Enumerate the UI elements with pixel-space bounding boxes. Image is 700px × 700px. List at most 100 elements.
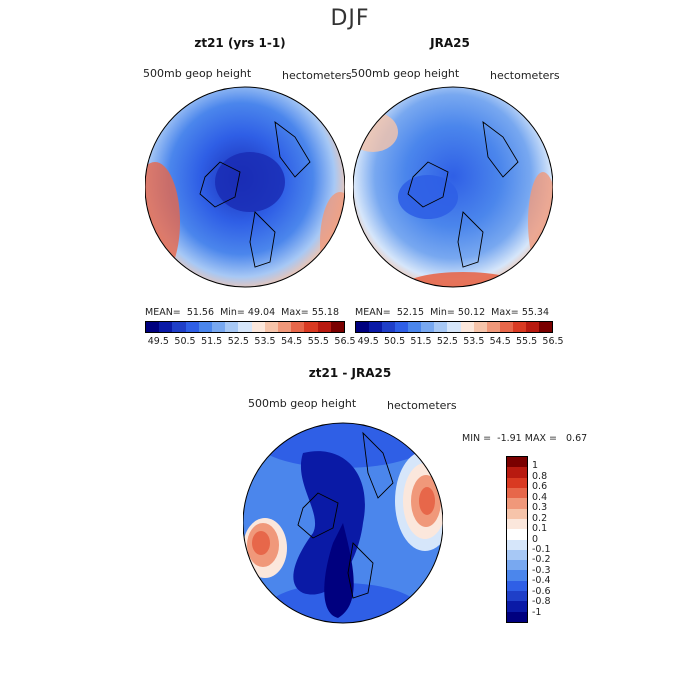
- colorbar-segment: [278, 322, 292, 332]
- panel-stats-reference: MEAN= 52.15 Min= 50.12 Max= 55.34: [355, 307, 549, 318]
- colorbar-tick-label: 54.5: [489, 336, 511, 347]
- max-value: 0.67: [566, 433, 588, 444]
- colorbar-segment: [238, 322, 252, 332]
- min-label: Min=: [430, 307, 455, 318]
- colorbar-segment: [330, 322, 345, 332]
- colorbar-tick-label: 50.5: [174, 336, 196, 347]
- colorbar-segment: [507, 560, 527, 571]
- colorbar-segment: [198, 322, 213, 332]
- colorbar-segment: [507, 529, 527, 540]
- colorbar-tick-label: 55.5: [307, 336, 329, 347]
- max-label: Max=: [491, 307, 519, 318]
- max-value: 55.34: [521, 307, 550, 318]
- figure-title: DJF: [330, 6, 370, 31]
- polar-map-model: [145, 86, 345, 288]
- colorbar-tick-label: 56.5: [542, 336, 564, 347]
- colorbar-segment: [185, 322, 199, 332]
- colorbar-tick-label: 56.5: [334, 336, 356, 347]
- colorbar-segment: [507, 487, 527, 499]
- colorbar-segment: [317, 322, 331, 332]
- colorbar-segment: [447, 322, 461, 332]
- colorbar-segment: [172, 322, 186, 332]
- colorbar-difference: [506, 456, 528, 623]
- colorbar-tick-label: 53.5: [463, 336, 485, 347]
- colorbar-segment: [395, 322, 409, 332]
- panel-stats-model: MEAN= 51.56 Min= 49.04 Max= 55.18: [145, 307, 339, 318]
- min-value: 49.04: [247, 307, 276, 318]
- colorbar-tick-label: -0.4: [532, 575, 551, 587]
- colorbar-segment: [291, 322, 305, 332]
- min-label: Min=: [220, 307, 245, 318]
- colorbar-segment: [499, 322, 513, 332]
- colorbar-segment: [225, 322, 239, 332]
- panel-title-difference: zt21 - JRA25: [308, 366, 392, 380]
- mean-label: MEAN=: [355, 307, 391, 318]
- colorbar-tick-label: 0.1: [532, 523, 548, 535]
- colorbar-segment: [473, 322, 487, 332]
- min-value: -1.91: [497, 433, 522, 444]
- colorbar-segment: [507, 477, 527, 488]
- colorbar-tick-label: 49.5: [147, 336, 169, 347]
- polar-map-reference: [353, 86, 553, 288]
- panel-title-model: zt21 (yrs 1-1): [194, 36, 286, 50]
- colorbar-segment: [507, 467, 527, 478]
- colorbar-segment: [507, 508, 527, 519]
- colorbar-segment: [507, 570, 527, 581]
- colorbar-tick-label: 0.4: [532, 491, 548, 503]
- mean-value: 51.56: [186, 307, 215, 318]
- colorbar-model: [145, 321, 345, 333]
- colorbar-segment: [507, 580, 527, 592]
- colorbar-tick-label: 54.5: [281, 336, 303, 347]
- colorbar-tick-label: 0: [532, 533, 539, 545]
- min-value: 50.12: [457, 307, 486, 318]
- colorbar-tick-label: -0.2: [532, 554, 551, 566]
- colorbar-segment: [212, 322, 226, 332]
- colorbar-tick-label: 0.6: [532, 481, 548, 493]
- colorbar-segment: [507, 591, 527, 602]
- panel-title-reference: JRA25: [430, 36, 470, 50]
- panel-variable-label: 500mb geop height: [351, 67, 460, 80]
- colorbar-tick-label: 0.2: [532, 512, 548, 524]
- colorbar-tick-label: -1: [532, 606, 542, 618]
- max-value: 55.18: [311, 307, 340, 318]
- colorbar-segment: [159, 322, 173, 332]
- colorbar-tick-label: 55.5: [516, 336, 538, 347]
- colorbar-segment: [146, 322, 160, 332]
- max-label: Max=: [281, 307, 309, 318]
- colorbar-tick-label: 51.5: [201, 336, 223, 347]
- colorbar-segment: [525, 322, 539, 332]
- min-label: MIN =: [462, 433, 492, 444]
- polar-map-difference: [243, 422, 443, 624]
- colorbar-tick-label: 50.5: [384, 336, 406, 347]
- colorbar-segment: [304, 322, 318, 332]
- colorbar-tick-label: 1: [532, 460, 539, 472]
- colorbar-segment: [507, 457, 527, 468]
- panel-variable-label: 500mb geop height: [143, 67, 252, 80]
- mean-label: MEAN=: [145, 307, 181, 318]
- colorbar-tick-label: -0.8: [532, 596, 551, 608]
- panel-variable-label: 500mb geop height: [248, 397, 357, 410]
- colorbar-segment: [486, 322, 500, 332]
- colorbar-segment: [434, 322, 448, 332]
- colorbar-ticks-model: 49.5 50.5 51.5 52.5 53.5 54.5 55.5 56.5: [145, 336, 356, 348]
- colorbar-tick-label: 49.5: [357, 336, 379, 347]
- colorbar-segment: [507, 611, 527, 622]
- colorbar-segment: [460, 322, 474, 332]
- colorbar-tick-label: 52.5: [227, 336, 249, 347]
- colorbar-segment: [507, 549, 527, 561]
- colorbar-tick-label: 0.8: [532, 470, 548, 482]
- panel-units-label: hectometers: [490, 69, 560, 82]
- panel-units-label: hectometers: [387, 399, 457, 412]
- colorbar-tick-label: -0.1: [532, 543, 551, 555]
- colorbar-segment: [382, 322, 396, 332]
- colorbar-segment: [264, 322, 279, 332]
- colorbar-segment: [408, 322, 422, 332]
- colorbar-segment: [421, 322, 435, 332]
- colorbar-segment: [507, 498, 527, 509]
- max-label: MAX =: [524, 433, 557, 444]
- colorbar-segment: [507, 518, 527, 530]
- colorbar-reference: [355, 321, 553, 333]
- colorbar-tick-label: 52.5: [436, 336, 458, 347]
- panel-units-label: hectometers: [282, 69, 352, 82]
- colorbar-segment: [356, 322, 370, 332]
